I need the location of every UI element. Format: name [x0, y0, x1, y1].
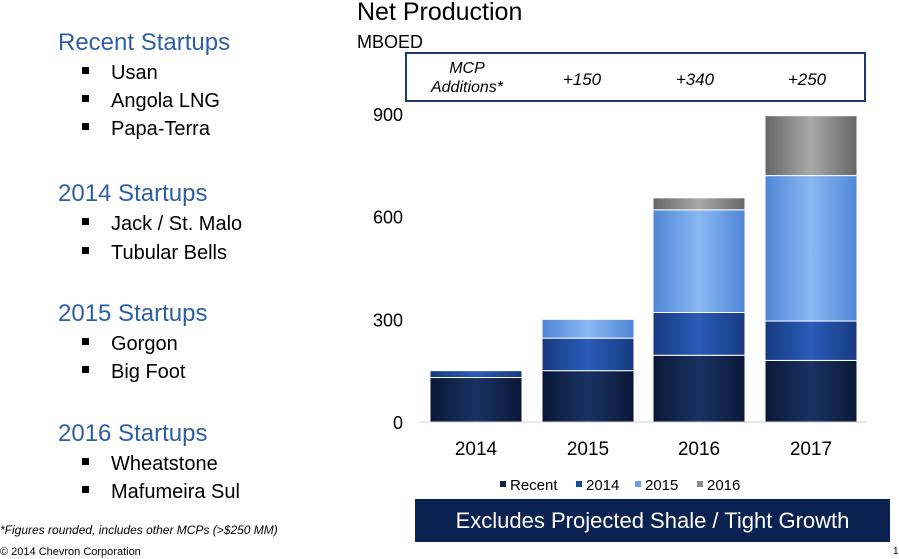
mcp-value-2015: +150 [562, 70, 602, 89]
list-item-label: Wheatstone [111, 453, 218, 475]
legend-swatch-2016 [697, 481, 703, 487]
x-tick-label: 2017 [790, 439, 832, 460]
footnote: *Figures rounded, includes other MCPs (>… [0, 523, 278, 537]
mcp-value-2016: +340 [675, 70, 715, 89]
group-title-2016: 2016 Startups [58, 420, 208, 447]
list-item: Tubular Bells [82, 242, 227, 265]
list-item: Wheatstone [82, 453, 218, 476]
group-title-recent: Recent Startups [58, 29, 231, 56]
list-item: Angola LNG [82, 90, 220, 113]
x-tick-label: 2014 [455, 439, 498, 460]
list-item-label: Tubular Bells [111, 242, 227, 264]
y-tick-label: 0 [393, 413, 403, 433]
copyright: © 2014 Chevron Corporation [0, 546, 141, 558]
bullet-icon [82, 218, 89, 226]
bullet-icon [82, 486, 89, 494]
mcp-label-line2: Additions* [430, 79, 504, 96]
bar-2016-2014 [652, 311, 746, 356]
bullet-icon [82, 247, 89, 255]
mcp-label: MCP Additions* [417, 59, 517, 97]
x-tick-label: 2016 [678, 439, 720, 460]
list-item-label: Mafumeira Sul [111, 481, 240, 503]
bar-2016-recent [652, 354, 746, 423]
list-item: Usan [82, 62, 158, 85]
list-item: Papa-Terra [82, 118, 210, 141]
list-item-label: Angola LNG [111, 90, 220, 112]
bar-2015-recent [541, 370, 635, 423]
bullet-icon [82, 458, 89, 466]
bar-2015-2014 [541, 337, 635, 372]
legend-label-2016: 2016 [707, 477, 740, 494]
mcp-value-2017: +250 [787, 70, 827, 89]
bar-2017-2016 [764, 115, 858, 177]
bar-2017-2015 [764, 175, 858, 322]
legend-swatch-recent [500, 481, 506, 487]
exclusion-banner: Excludes Projected Shale / Tight Growth [415, 499, 890, 542]
chart-title: Net Production [357, 0, 523, 26]
list-item-label: Usan [111, 62, 158, 84]
list-item: Big Foot [82, 361, 185, 384]
group-title-2014: 2014 Startups [58, 180, 208, 207]
bullet-icon [82, 123, 89, 131]
bar-group [429, 115, 858, 423]
list-item-label: Papa-Terra [111, 118, 210, 140]
legend-label-2014: 2014 [586, 477, 619, 494]
bullet-icon [82, 67, 89, 75]
y-tick-label: 900 [373, 105, 403, 125]
list-item: Mafumeira Sul [82, 481, 240, 504]
mcp-additions-box: MCP Additions* +150 +340 +250 [405, 52, 866, 102]
bar-2017-2014 [764, 320, 858, 361]
mcp-label-line1: MCP [449, 60, 485, 77]
group-title-2015: 2015 Startups [58, 300, 208, 327]
bar-2014-2014 [429, 370, 523, 379]
bar-2016-2016 [652, 197, 746, 211]
x-axis: 2014 2015 2016 2017 [420, 421, 866, 460]
legend-label-recent: Recent [510, 477, 558, 494]
legend-swatch-2015 [635, 481, 641, 487]
list-item-label: Big Foot [111, 361, 186, 383]
x-tick-label: 2015 [567, 439, 609, 460]
list-item-label: Jack / St. Malo [111, 213, 243, 235]
bullet-icon [82, 366, 89, 374]
y-tick-label: 300 [373, 310, 403, 330]
y-axis: 0 300 600 900 [373, 105, 403, 433]
list-item: Jack / St. Malo [82, 213, 242, 236]
list-item-label: Gorgon [111, 333, 178, 355]
page-number: 1 [893, 546, 899, 557]
bar-2015-2015 [541, 318, 635, 339]
legend-swatch-2014 [576, 481, 582, 487]
bar-2017-recent [764, 359, 858, 423]
bar-2016-2015 [652, 209, 746, 313]
y-tick-label: 600 [373, 208, 403, 228]
legend: Recent 2014 2015 2016 [500, 477, 740, 494]
bullet-icon [82, 338, 89, 346]
bullet-icon [82, 95, 89, 103]
legend-label-2015: 2015 [645, 477, 678, 494]
list-item: Gorgon [82, 333, 178, 356]
bar-2014-recent [429, 377, 523, 423]
chart-subtitle: MBOED [357, 32, 424, 52]
